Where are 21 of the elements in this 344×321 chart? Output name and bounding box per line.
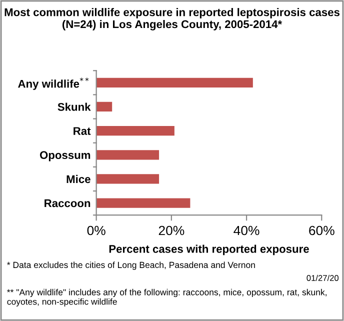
x-tick-label: 40%	[234, 226, 260, 236]
y-tick-label: Rat	[74, 127, 91, 135]
bar	[96, 174, 160, 184]
x-tick-label: 20%	[158, 226, 184, 236]
text: * Data excludes the cities of Long Beach, Pasadena and Vernon	[7, 262, 255, 270]
x-tick-label: 0%	[87, 226, 106, 236]
y-tick-label: Skunk	[58, 102, 91, 111]
text: 01/27/20	[306, 274, 339, 281]
bar	[96, 150, 160, 160]
bar	[96, 126, 174, 136]
x-axis-title: Percent cases with reported exposure	[109, 244, 309, 256]
y-tick-label: Any wildlife$^{**}$	[18, 78, 89, 90]
x-tick-label: 60%	[309, 226, 334, 236]
text: ** "Any wildlife" includes any of the following: raccoons, mice, opossum, rat, skunk, coyotes, non-specific wildlife	[7, 288, 326, 306]
y-tick-label: Mice	[66, 174, 90, 184]
y-tick-label: Raccoon	[44, 199, 90, 208]
bar	[96, 102, 112, 112]
bar	[96, 198, 190, 208]
y-tick-label: Opossum	[40, 151, 90, 162]
bar	[96, 78, 253, 88]
chart-title: Most common wildlife exposure in reported leptospirosis cases (N=24) in Los Angeles County, 2005-2014*	[4, 8, 340, 30]
